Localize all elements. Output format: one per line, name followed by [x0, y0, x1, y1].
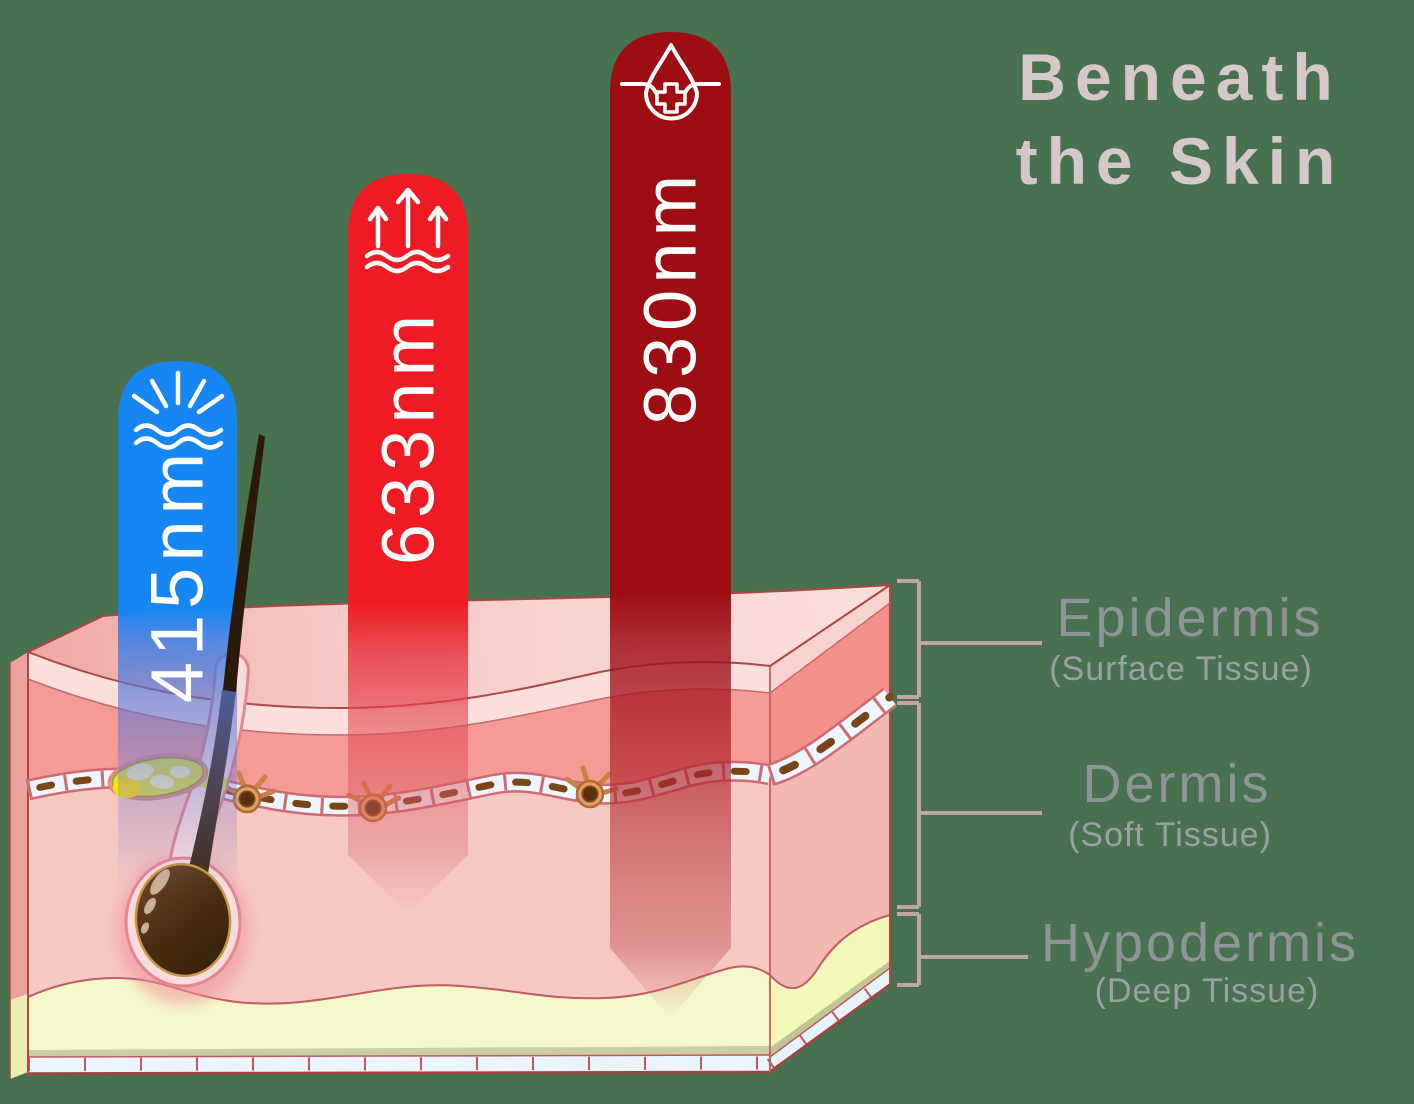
droplet-cross-icon: [620, 43, 721, 121]
layer-brackets: [897, 579, 1042, 987]
surface-splash-icon: [131, 370, 225, 450]
bottom-cell-row-front: [27, 1054, 771, 1075]
hypodermis-front: [28, 966, 770, 1051]
beam-415-label: 415nm: [135, 446, 219, 704]
dermis-label: Dermis: [1082, 754, 1272, 814]
hypodermis-sublabel: (Deep Tissue): [1094, 972, 1320, 1010]
skin-right-face: [766, 585, 894, 1074]
epidermis-sublabel: (Surface Tissue): [1049, 650, 1313, 688]
hypodermis-bracket: [897, 912, 1028, 987]
beam-633-shape: [348, 174, 468, 914]
beam-830-shape: [610, 32, 731, 1018]
beam-633-label: 633nm: [366, 308, 450, 566]
dermis-sublabel: (Soft Tissue): [1068, 816, 1272, 854]
epidermis-label: Epidermis: [1056, 588, 1324, 648]
epidermis-bracket: [897, 579, 1042, 699]
dendritic-cell: [564, 765, 619, 809]
hypodermis-label: Hypodermis: [1040, 913, 1360, 973]
title-line-2: the Skin: [1015, 123, 1345, 198]
dermis-bracket: [897, 701, 1042, 909]
light-beams: [118, 32, 731, 1018]
page-title: Beneath the Skin: [1016, 36, 1345, 204]
arrows-up-surface-icon: [364, 187, 451, 274]
title-line-1: Beneath: [1018, 40, 1342, 114]
beam-830-label: 830nm: [628, 168, 712, 426]
skin-left-face: [10, 652, 28, 1079]
hair-above-skin: [223, 434, 265, 692]
beam-415-shape: [118, 361, 237, 890]
